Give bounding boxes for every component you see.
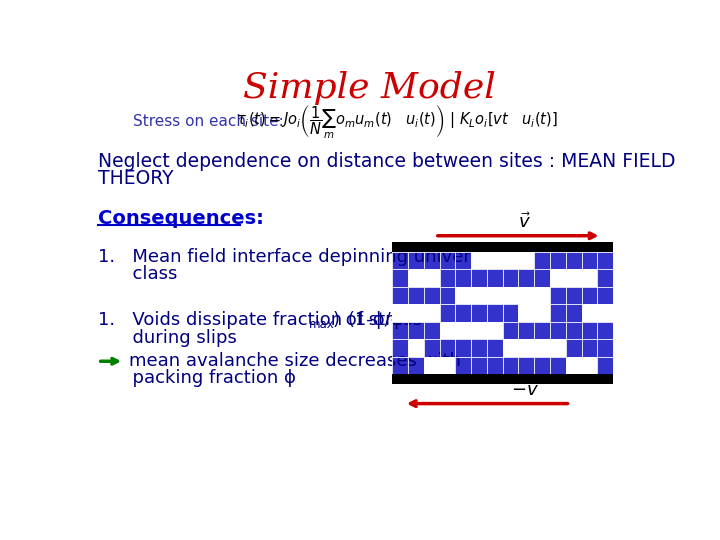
Bar [503, 287, 518, 305]
Text: ) of stress: ) of stress [333, 312, 423, 329]
Text: max: max [310, 318, 335, 331]
Bar [408, 339, 424, 357]
Text: $\vec{v}$: $\vec{v}$ [518, 212, 531, 232]
Bar [487, 287, 503, 305]
Bar [582, 305, 598, 322]
Bar [440, 322, 455, 339]
Text: mean avalanche size decreases with: mean avalanche size decreases with [129, 352, 461, 370]
Text: $\tau_i(t) = Jo_i\left(\dfrac{1}{N}\sum_m o_m u_m(t) \quad u_i(t)\right)\ |\ K_L: $\tau_i(t) = Jo_i\left(\dfrac{1}{N}\sum_… [235, 103, 557, 139]
Bar [566, 269, 582, 287]
Text: Neglect dependence on distance between sites : MEAN FIELD: Neglect dependence on distance between s… [98, 152, 675, 171]
Bar [550, 339, 566, 357]
Bar [392, 305, 408, 322]
Bar [408, 269, 424, 287]
Bar [440, 357, 455, 374]
Bar [471, 252, 487, 269]
Bar [566, 357, 582, 374]
Bar [582, 357, 598, 374]
Bar [518, 339, 534, 357]
Bar [424, 357, 440, 374]
Bar [550, 269, 566, 287]
Bar [598, 305, 613, 322]
Bar [487, 252, 503, 269]
Bar [487, 322, 503, 339]
Bar [408, 305, 424, 322]
Text: Simple Model: Simple Model [243, 71, 495, 105]
Bar [534, 305, 550, 322]
Bar [471, 287, 487, 305]
Bar [424, 305, 440, 322]
Bar [392, 242, 613, 252]
Bar [518, 287, 534, 305]
Text: class: class [98, 265, 177, 284]
Bar [582, 269, 598, 287]
Text: Consequences:: Consequences: [98, 210, 264, 228]
Text: Stress on each site:: Stress on each site: [132, 113, 284, 129]
Text: 1.   Mean field interface depinning universality: 1. Mean field interface depinning univer… [98, 248, 519, 266]
Bar [518, 252, 534, 269]
Bar [392, 252, 613, 374]
Text: THEORY: THEORY [98, 169, 174, 188]
Bar [424, 269, 440, 287]
Bar [392, 374, 613, 384]
Bar [471, 322, 487, 339]
Bar [455, 287, 471, 305]
Text: during slips: during slips [98, 329, 237, 347]
Bar [503, 252, 518, 269]
Text: $-\vec{v}$: $-\vec{v}$ [510, 380, 539, 400]
Bar [503, 339, 518, 357]
Bar [455, 322, 471, 339]
Bar [534, 287, 550, 305]
Text: packing fraction ϕ: packing fraction ϕ [98, 369, 296, 387]
Text: 1.   Voids dissipate fraction (1-ϕ/ϕ: 1. Voids dissipate fraction (1-ϕ/ϕ [98, 312, 402, 329]
Bar [534, 339, 550, 357]
Bar [518, 305, 534, 322]
